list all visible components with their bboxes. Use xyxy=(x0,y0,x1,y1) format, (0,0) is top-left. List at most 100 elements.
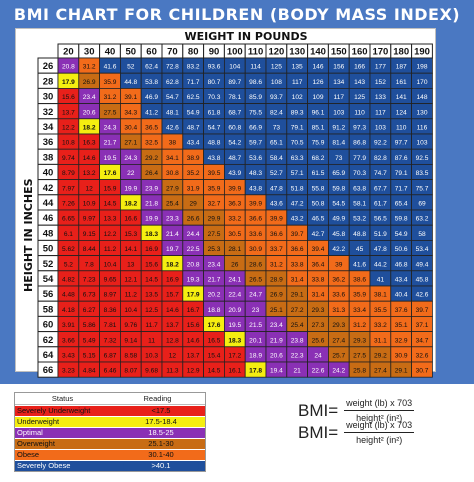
data-label: 21.9 xyxy=(270,337,283,344)
data-label: 16.9 xyxy=(145,246,158,253)
data-label: 9.97 xyxy=(83,216,96,223)
data-label: 57.1 xyxy=(291,170,304,177)
x-tick-label: 180 xyxy=(393,47,409,58)
legend-row: Optimal 18.5-25 xyxy=(15,427,205,438)
data-label: 27.5 xyxy=(353,353,366,360)
data-label: 62.4 xyxy=(145,64,158,71)
data-label: 29.9 xyxy=(208,216,221,223)
data-label: 35.1 xyxy=(395,322,408,329)
data-label: 18.2 xyxy=(166,261,179,268)
data-label: 31.4 xyxy=(291,277,304,284)
data-label: 30.9 xyxy=(249,246,262,253)
data-label: 10.3 xyxy=(145,353,158,360)
x-tick-label: 170 xyxy=(372,47,388,58)
data-label: 49.9 xyxy=(332,216,345,223)
data-label: 33.2 xyxy=(228,216,241,223)
data-label: 170 xyxy=(416,79,427,86)
data-label: 85.9 xyxy=(249,94,262,101)
data-label: 20.2 xyxy=(208,292,221,299)
data-label: 10.4 xyxy=(124,307,137,314)
data-label: 33.7 xyxy=(270,246,283,253)
data-label: 39.5 xyxy=(208,170,221,177)
data-label: 25.4 xyxy=(291,322,304,329)
data-label: 10.8 xyxy=(62,140,75,147)
data-label: 7.8 xyxy=(85,261,94,268)
data-label: 75.9 xyxy=(312,140,325,147)
legend-reading: <17.5 xyxy=(123,406,199,416)
data-label: 16.1 xyxy=(228,368,241,375)
data-label: 18.9 xyxy=(249,353,262,360)
data-label: 20.8 xyxy=(187,261,200,268)
data-label: 62.8 xyxy=(166,79,179,86)
data-label: 12.9 xyxy=(187,368,200,375)
data-label: 6.65 xyxy=(62,216,75,223)
data-label: 9.65 xyxy=(104,277,117,284)
data-label: 50.6 xyxy=(395,246,408,253)
x-tick-label: 20 xyxy=(63,47,74,58)
data-label: 81.4 xyxy=(332,140,345,147)
data-label: 62.5 xyxy=(187,94,200,101)
x-tick-label: 60 xyxy=(146,47,157,58)
data-label: 27.9 xyxy=(166,185,179,192)
data-label: 27.5 xyxy=(104,109,117,116)
y-tick-label: 36 xyxy=(43,137,54,148)
legend-status: Obese xyxy=(17,450,40,459)
data-label: 16.6 xyxy=(124,216,137,223)
y-tick-label: 32 xyxy=(43,107,54,118)
data-label: 89.7 xyxy=(228,79,241,86)
data-label: 87.6 xyxy=(395,155,408,162)
data-label: 110 xyxy=(396,125,407,132)
data-label: 12.8 xyxy=(166,337,179,344)
y-tick-label: 62 xyxy=(43,335,54,346)
data-label: 43.8 xyxy=(208,155,221,162)
data-label: 14.5 xyxy=(208,368,221,375)
data-label: 39.9 xyxy=(270,216,283,223)
data-label: 15.6 xyxy=(62,94,75,101)
data-label: 89.3 xyxy=(291,109,304,116)
data-label: 41.6 xyxy=(353,261,366,268)
data-label: 82.4 xyxy=(270,109,283,116)
data-label: 75.7 xyxy=(416,185,429,192)
data-label: 79.1 xyxy=(395,170,408,177)
data-label: 146 xyxy=(312,64,323,71)
formula-numerator: weight (lb) x 703 xyxy=(344,398,415,411)
data-label: 11.7 xyxy=(145,322,158,329)
data-label: 97.3 xyxy=(353,125,366,132)
data-label: 54.9 xyxy=(187,109,200,116)
y-tick-label: 60 xyxy=(43,320,54,331)
data-label: 6.46 xyxy=(104,368,117,375)
data-label: 18.2 xyxy=(83,125,96,132)
data-label: 68.7 xyxy=(228,109,241,116)
data-label: 7.81 xyxy=(104,322,117,329)
data-label: 43.9 xyxy=(228,170,241,177)
data-label: 53.6 xyxy=(249,155,262,162)
legend-status: Severely Obese xyxy=(17,461,71,470)
x-tick-label: 120 xyxy=(268,47,284,58)
formula-denominator: height² (in²) xyxy=(356,413,403,423)
data-label: 30.4 xyxy=(124,125,137,132)
y-tick-label: 34 xyxy=(43,122,54,133)
legend-status: Optimal xyxy=(17,428,43,437)
data-label: 25.3 xyxy=(208,246,221,253)
data-label: 39.1 xyxy=(124,94,137,101)
data-label: 49.4 xyxy=(416,261,429,268)
data-label: 13 xyxy=(127,261,135,268)
data-label: 92.5 xyxy=(416,155,429,162)
data-label: 6.87 xyxy=(104,353,117,360)
data-label: 72.8 xyxy=(166,64,179,71)
chart-title: BMI CHART FOR CHILDREN (BODY MASS INDEX) xyxy=(13,5,461,24)
x-tick-label: 190 xyxy=(414,47,430,58)
data-label: 39.9 xyxy=(228,185,241,192)
data-label: 198 xyxy=(416,64,427,71)
data-label: 23.4 xyxy=(208,261,221,268)
data-label: 48.1 xyxy=(166,109,179,116)
data-label: 78.1 xyxy=(228,94,241,101)
data-label: 35.5 xyxy=(374,307,387,314)
data-label: 98.6 xyxy=(249,79,262,86)
y-tick-label: 28 xyxy=(43,76,54,87)
data-label: 29.1 xyxy=(291,292,304,299)
x-tick-label: 90 xyxy=(209,47,220,58)
data-label: 17.6 xyxy=(104,170,117,177)
data-label: 12.5 xyxy=(145,307,158,314)
data-label: 19.9 xyxy=(124,185,137,192)
